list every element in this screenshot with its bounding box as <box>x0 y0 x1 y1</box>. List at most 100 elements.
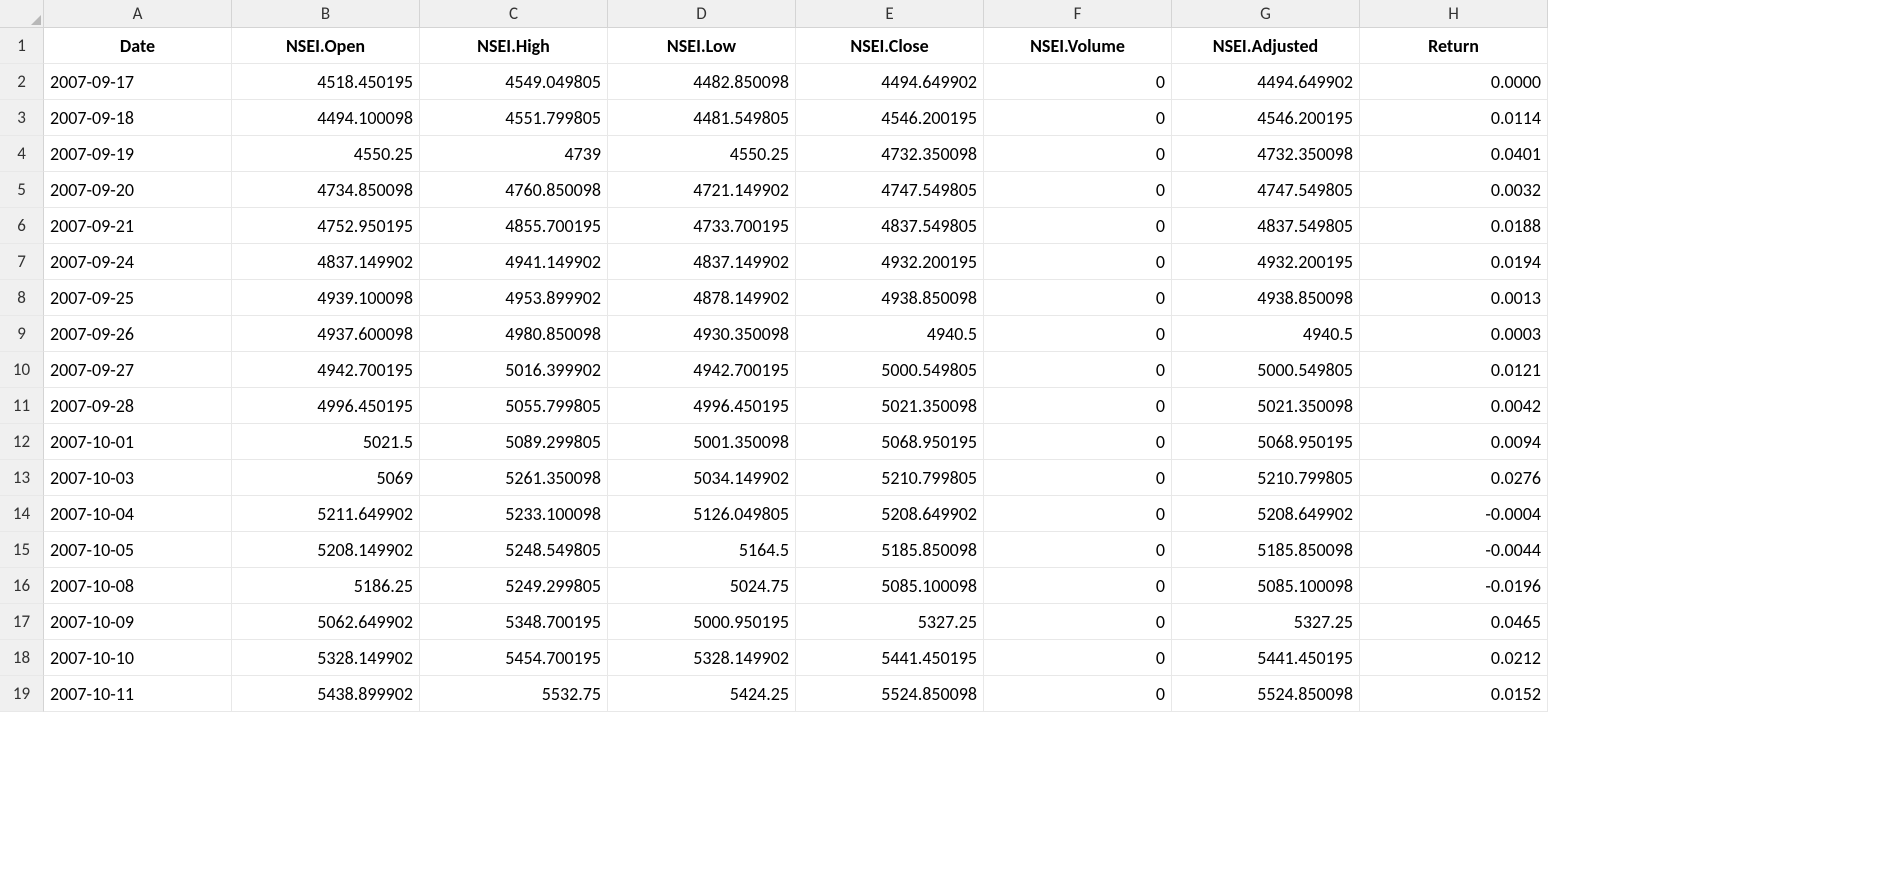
row-header-6[interactable]: 6 <box>0 208 44 244</box>
cell-c11[interactable]: 5055.799805 <box>420 388 608 424</box>
column-header-a[interactable]: A <box>44 0 232 28</box>
cell-c8[interactable]: 4953.899902 <box>420 280 608 316</box>
cell-f19[interactable]: 0 <box>984 676 1172 712</box>
cell-f6[interactable]: 0 <box>984 208 1172 244</box>
row-header-5[interactable]: 5 <box>0 172 44 208</box>
cell-a4[interactable]: 2007-09-19 <box>44 136 232 172</box>
cell-d9[interactable]: 4930.350098 <box>608 316 796 352</box>
row-header-14[interactable]: 14 <box>0 496 44 532</box>
cell-f15[interactable]: 0 <box>984 532 1172 568</box>
cell-g6[interactable]: 4837.549805 <box>1172 208 1360 244</box>
cell-d8[interactable]: 4878.149902 <box>608 280 796 316</box>
cell-c19[interactable]: 5532.75 <box>420 676 608 712</box>
cell-g14[interactable]: 5208.649902 <box>1172 496 1360 532</box>
cell-c5[interactable]: 4760.850098 <box>420 172 608 208</box>
cell-h3[interactable]: 0.0114 <box>1360 100 1548 136</box>
cell-e17[interactable]: 5327.25 <box>796 604 984 640</box>
cell-b5[interactable]: 4734.850098 <box>232 172 420 208</box>
cell-a16[interactable]: 2007-10-08 <box>44 568 232 604</box>
row-header-3[interactable]: 3 <box>0 100 44 136</box>
cell-b7[interactable]: 4837.149902 <box>232 244 420 280</box>
cell-a15[interactable]: 2007-10-05 <box>44 532 232 568</box>
cell-d5[interactable]: 4721.149902 <box>608 172 796 208</box>
cell-a3[interactable]: 2007-09-18 <box>44 100 232 136</box>
cell-e14[interactable]: 5208.649902 <box>796 496 984 532</box>
cell-b4[interactable]: 4550.25 <box>232 136 420 172</box>
cell-g2[interactable]: 4494.649902 <box>1172 64 1360 100</box>
cell-h16[interactable]: -0.0196 <box>1360 568 1548 604</box>
select-all-corner[interactable] <box>0 0 44 28</box>
cell-a19[interactable]: 2007-10-11 <box>44 676 232 712</box>
cell-g12[interactable]: 5068.950195 <box>1172 424 1360 460</box>
cell-h7[interactable]: 0.0194 <box>1360 244 1548 280</box>
cell-e4[interactable]: 4732.350098 <box>796 136 984 172</box>
cell-c6[interactable]: 4855.700195 <box>420 208 608 244</box>
cell-b6[interactable]: 4752.950195 <box>232 208 420 244</box>
cell-b16[interactable]: 5186.25 <box>232 568 420 604</box>
row-header-17[interactable]: 17 <box>0 604 44 640</box>
column-header-h[interactable]: H <box>1360 0 1548 28</box>
row-header-10[interactable]: 10 <box>0 352 44 388</box>
cell-c12[interactable]: 5089.299805 <box>420 424 608 460</box>
row-header-16[interactable]: 16 <box>0 568 44 604</box>
cell-f16[interactable]: 0 <box>984 568 1172 604</box>
cell-f18[interactable]: 0 <box>984 640 1172 676</box>
cell-c15[interactable]: 5248.549805 <box>420 532 608 568</box>
cell-g19[interactable]: 5524.850098 <box>1172 676 1360 712</box>
cell-d7[interactable]: 4837.149902 <box>608 244 796 280</box>
cell-f8[interactable]: 0 <box>984 280 1172 316</box>
cell-c10[interactable]: 5016.399902 <box>420 352 608 388</box>
cell-h17[interactable]: 0.0465 <box>1360 604 1548 640</box>
row-header-15[interactable]: 15 <box>0 532 44 568</box>
cell-a18[interactable]: 2007-10-10 <box>44 640 232 676</box>
cell-b12[interactable]: 5021.5 <box>232 424 420 460</box>
cell-g17[interactable]: 5327.25 <box>1172 604 1360 640</box>
column-header-d[interactable]: D <box>608 0 796 28</box>
cell-h14[interactable]: -0.0004 <box>1360 496 1548 532</box>
cell-h9[interactable]: 0.0003 <box>1360 316 1548 352</box>
cell-c13[interactable]: 5261.350098 <box>420 460 608 496</box>
cell-h11[interactable]: 0.0042 <box>1360 388 1548 424</box>
cell-f2[interactable]: 0 <box>984 64 1172 100</box>
column-header-c[interactable]: C <box>420 0 608 28</box>
cell-c9[interactable]: 4980.850098 <box>420 316 608 352</box>
cell-b14[interactable]: 5211.649902 <box>232 496 420 532</box>
cell-h10[interactable]: 0.0121 <box>1360 352 1548 388</box>
cell-c14[interactable]: 5233.100098 <box>420 496 608 532</box>
cell-a9[interactable]: 2007-09-26 <box>44 316 232 352</box>
cell-f17[interactable]: 0 <box>984 604 1172 640</box>
cell-a8[interactable]: 2007-09-25 <box>44 280 232 316</box>
row-header-4[interactable]: 4 <box>0 136 44 172</box>
cell-g13[interactable]: 5210.799805 <box>1172 460 1360 496</box>
cell-d15[interactable]: 5164.5 <box>608 532 796 568</box>
cell-g8[interactable]: 4938.850098 <box>1172 280 1360 316</box>
cell-e9[interactable]: 4940.5 <box>796 316 984 352</box>
cell-g18[interactable]: 5441.450195 <box>1172 640 1360 676</box>
cell-e8[interactable]: 4938.850098 <box>796 280 984 316</box>
cell-g16[interactable]: 5085.100098 <box>1172 568 1360 604</box>
column-header-e[interactable]: E <box>796 0 984 28</box>
cell-a6[interactable]: 2007-09-21 <box>44 208 232 244</box>
cell-f5[interactable]: 0 <box>984 172 1172 208</box>
cell-e6[interactable]: 4837.549805 <box>796 208 984 244</box>
cell-e3[interactable]: 4546.200195 <box>796 100 984 136</box>
cell-d14[interactable]: 5126.049805 <box>608 496 796 532</box>
cell-h13[interactable]: 0.0276 <box>1360 460 1548 496</box>
cell-c2[interactable]: 4549.049805 <box>420 64 608 100</box>
cell-b8[interactable]: 4939.100098 <box>232 280 420 316</box>
column-header-b[interactable]: B <box>232 0 420 28</box>
cell-h19[interactable]: 0.0152 <box>1360 676 1548 712</box>
row-header-12[interactable]: 12 <box>0 424 44 460</box>
cell-d4[interactable]: 4550.25 <box>608 136 796 172</box>
cell-c1[interactable]: NSEI.High <box>420 28 608 64</box>
cell-d6[interactable]: 4733.700195 <box>608 208 796 244</box>
cell-a2[interactable]: 2007-09-17 <box>44 64 232 100</box>
row-header-1[interactable]: 1 <box>0 28 44 64</box>
column-header-g[interactable]: G <box>1172 0 1360 28</box>
cell-d1[interactable]: NSEI.Low <box>608 28 796 64</box>
cell-g4[interactable]: 4732.350098 <box>1172 136 1360 172</box>
row-header-2[interactable]: 2 <box>0 64 44 100</box>
cell-e7[interactable]: 4932.200195 <box>796 244 984 280</box>
cell-b2[interactable]: 4518.450195 <box>232 64 420 100</box>
cell-g1[interactable]: NSEI.Adjusted <box>1172 28 1360 64</box>
